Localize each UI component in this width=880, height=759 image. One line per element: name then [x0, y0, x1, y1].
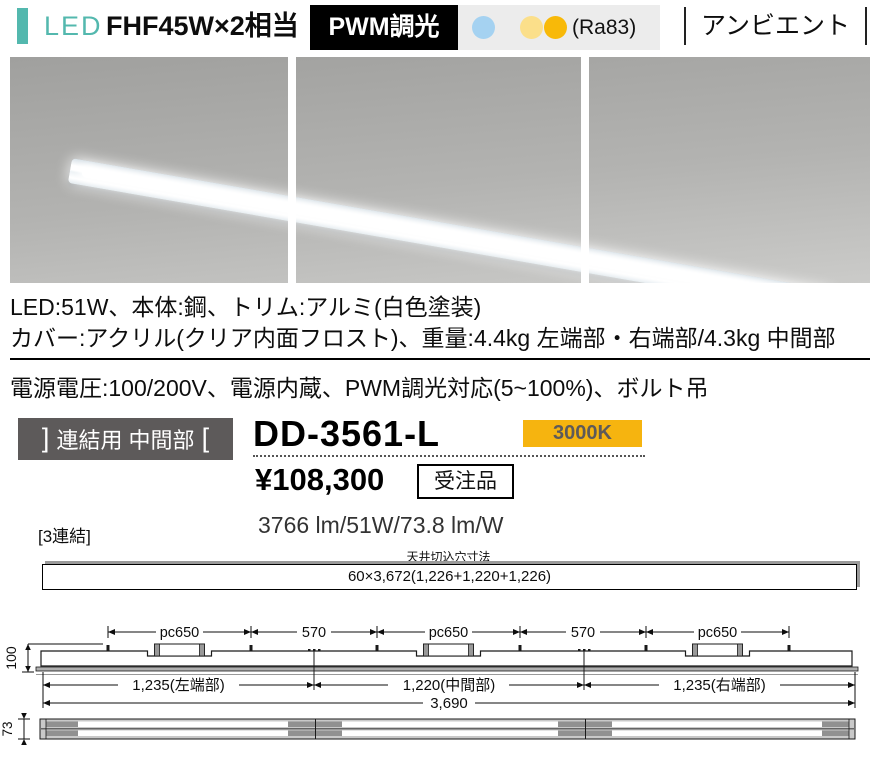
linear-fixture-photo — [67, 158, 833, 283]
photo-gap — [581, 57, 589, 283]
dim-pc650-3: pc650 — [698, 625, 738, 641]
fixture-bottom-view — [39, 718, 856, 740]
wattage-equivalent-label: FHF45W×2相当 — [106, 11, 299, 41]
color-temp-blue-dot-icon — [472, 16, 495, 39]
color-temp-amber-dot-icon — [544, 16, 567, 39]
dim-right-section: 1,235(右端部) — [673, 677, 766, 694]
spec-materials: LED:51W、本体:鋼、トリム:アルミ(白色塗装) — [10, 294, 482, 320]
price: ¥108,300 — [255, 462, 385, 497]
cutout-dimension-box: 60×3,672(1,226+1,220+1,226) — [42, 564, 857, 590]
dim-left-section: 1,235(左端部) — [132, 677, 225, 694]
bracket-open: ] — [41, 422, 50, 453]
section-dimension-labels: 1,235(左端部) 1,220(中間部) 1,235(右端部) — [118, 677, 780, 694]
pitch-dimension-labels: pc650 570 pc650 570 pc650 — [156, 625, 741, 641]
dimension-drawing: pc650 570 pc650 570 pc650 — [0, 625, 859, 745]
dim-pc650-2: pc650 — [429, 625, 469, 641]
ra-rating-label: (Ra83) — [572, 16, 637, 39]
dim-middle-section: 1,220(中間部) — [403, 677, 496, 694]
lamp-light-core — [81, 167, 820, 283]
dim-570-2: 570 — [571, 625, 595, 641]
spec-cover-weight: カバー:アクリル(クリア内面フロスト)、重量:4.4kg 左端部・右端部/4.3… — [10, 325, 836, 351]
dim-570-1: 570 — [302, 625, 326, 641]
cutout-title: 天井切込穴寸法 — [406, 550, 491, 564]
dim-100: 100 — [3, 646, 19, 670]
dim-73: 73 — [0, 721, 15, 736]
photo-gap — [288, 57, 296, 283]
led-accent-bar — [17, 8, 28, 44]
product-photo-strip — [10, 57, 870, 283]
dim-pc650-1: pc650 — [160, 625, 200, 641]
color-temp-pale-yellow-dot-icon — [520, 16, 543, 39]
model-number: DD-3561-L — [253, 413, 441, 454]
color-temp-badge: 3000K — [523, 420, 642, 447]
dotted-separator — [253, 455, 645, 457]
section-divider — [10, 358, 870, 360]
configuration-label: [3連結] — [38, 527, 91, 546]
order-type-badge: 受注品 — [417, 464, 514, 499]
performance-values: 3766 lm/51W/73.8 lm/W — [258, 512, 504, 538]
category-label: アンビエント — [684, 7, 868, 45]
spec-power: 電源電圧:100/200V、電源内蔵、PWM調光対応(5~100%)、ボルト吊 — [10, 375, 709, 401]
mount-type-label: 連結用 中間部 — [56, 428, 195, 453]
dim-total: 3,690 — [430, 695, 468, 712]
pwm-dimming-badge: PWM調光 — [310, 5, 458, 50]
fixture-side-profile — [35, 643, 859, 690]
recess-height-dim — [22, 643, 103, 673]
led-label: LED — [44, 11, 103, 41]
mount-type-badge: ] 連結用 中間部 [ — [18, 418, 233, 460]
depth-dim — [18, 713, 30, 745]
bracket-close: [ — [201, 422, 210, 453]
total-label-bg — [423, 695, 475, 711]
